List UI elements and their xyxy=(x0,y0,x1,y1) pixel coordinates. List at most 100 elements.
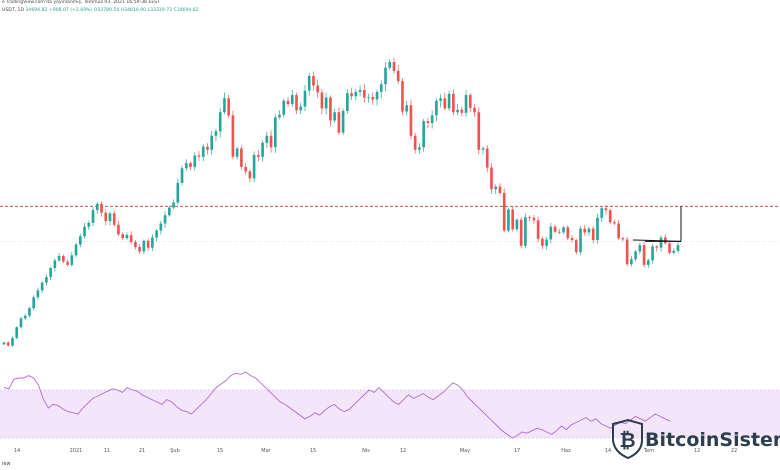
candle-body xyxy=(316,85,319,93)
candle-body xyxy=(545,239,548,246)
triangle-pattern xyxy=(632,206,682,242)
candle-body xyxy=(553,226,557,232)
candle-body xyxy=(206,146,209,150)
candle-body xyxy=(28,308,31,316)
candle-body xyxy=(676,245,680,251)
candle-body xyxy=(452,93,455,113)
candle-body xyxy=(672,250,676,253)
candle-body xyxy=(290,95,294,104)
candle-body xyxy=(604,208,608,211)
candle-body xyxy=(265,135,269,143)
footer-tag: iew xyxy=(2,461,11,467)
candle-body xyxy=(87,222,91,227)
candle-body xyxy=(477,112,481,150)
candle-body xyxy=(134,241,137,248)
candle-body xyxy=(557,231,561,233)
candle-body xyxy=(104,212,108,221)
candle-body xyxy=(163,215,167,224)
x-tick-label: 17 xyxy=(514,448,520,454)
candle-body xyxy=(53,260,57,269)
candle-body xyxy=(587,228,591,233)
candle-body xyxy=(235,148,239,157)
candle-body xyxy=(74,244,78,256)
candle-body xyxy=(481,148,485,150)
candle-body xyxy=(324,97,328,109)
candle-body xyxy=(83,226,86,237)
candle-body xyxy=(146,240,150,248)
candle-body xyxy=(647,260,650,265)
candle-body xyxy=(333,112,336,121)
x-tick-label: Haz xyxy=(561,448,571,454)
candle-body xyxy=(346,93,349,111)
candle-body xyxy=(312,75,315,86)
candle-body xyxy=(524,217,527,246)
candle-body xyxy=(583,228,587,233)
candle-body xyxy=(11,338,14,346)
logo-bitcoin-icon: ₿ xyxy=(619,428,635,452)
candle-body xyxy=(439,98,442,101)
candle-body xyxy=(668,243,671,253)
candle-body xyxy=(418,147,421,150)
candle-body xyxy=(405,105,409,112)
x-tick-label: May xyxy=(460,448,470,454)
x-tick-label: 14 xyxy=(14,448,20,454)
candle-body xyxy=(549,226,553,240)
x-tick-label: 21 xyxy=(139,448,145,454)
logo-text: BitcoinSistemi xyxy=(645,429,780,451)
x-tick-label: Mar xyxy=(261,448,271,454)
candle-body xyxy=(142,240,146,252)
candle-body xyxy=(464,95,468,113)
candle-body xyxy=(617,223,620,239)
candle-body xyxy=(608,210,612,223)
candle-body xyxy=(125,234,129,239)
candle-body xyxy=(57,255,61,261)
candle-body xyxy=(468,95,472,108)
candle-body xyxy=(214,131,218,136)
candle-body xyxy=(341,110,345,133)
candle-body xyxy=(574,240,578,253)
candle-body xyxy=(189,163,192,167)
candle-body xyxy=(100,203,103,213)
candle-body xyxy=(570,238,574,241)
candle-body xyxy=(388,62,392,68)
candle-body xyxy=(532,217,536,221)
candle-body xyxy=(511,209,514,230)
header-values: USDT, 1D 34694.82 +908.07 (+2.69%) O3378… xyxy=(2,8,199,13)
candle-body xyxy=(70,255,74,265)
candle-body xyxy=(66,261,69,265)
candle-body xyxy=(95,203,99,211)
candle-body xyxy=(600,208,604,218)
x-tick-label: Tem xyxy=(643,448,654,454)
candle-body xyxy=(350,93,353,97)
candle-body xyxy=(303,90,307,107)
candle-body xyxy=(286,100,290,104)
candle-body xyxy=(502,193,506,231)
candle-body xyxy=(375,91,379,100)
candle-body xyxy=(596,217,599,241)
x-tick-label: 11 xyxy=(104,448,110,454)
candle-body xyxy=(91,210,95,223)
candle-body xyxy=(295,95,298,111)
candle-body xyxy=(541,238,544,246)
candle-body xyxy=(49,268,52,277)
header-ohlc: 34694.82 +908.07 (+2.69%) O33780.54 H348… xyxy=(25,8,199,13)
rsi-panel xyxy=(0,371,780,439)
x-tick-label: 15 xyxy=(310,448,316,454)
candle-body xyxy=(121,234,125,239)
x-tick-label: 12 xyxy=(400,448,406,454)
candle-body xyxy=(337,112,341,133)
candle-body xyxy=(536,220,540,239)
x-tick-label: Nis xyxy=(362,448,370,454)
candle-body xyxy=(2,342,6,345)
candle-body xyxy=(227,98,230,116)
candle-body xyxy=(422,121,425,148)
candle-body xyxy=(172,202,175,208)
candle-body xyxy=(155,230,158,238)
candle-body xyxy=(651,246,654,261)
candle-body xyxy=(159,223,163,231)
candle-body xyxy=(473,107,476,113)
candle-body xyxy=(320,92,324,109)
candles-layer xyxy=(2,57,680,347)
candle-body xyxy=(392,62,396,71)
